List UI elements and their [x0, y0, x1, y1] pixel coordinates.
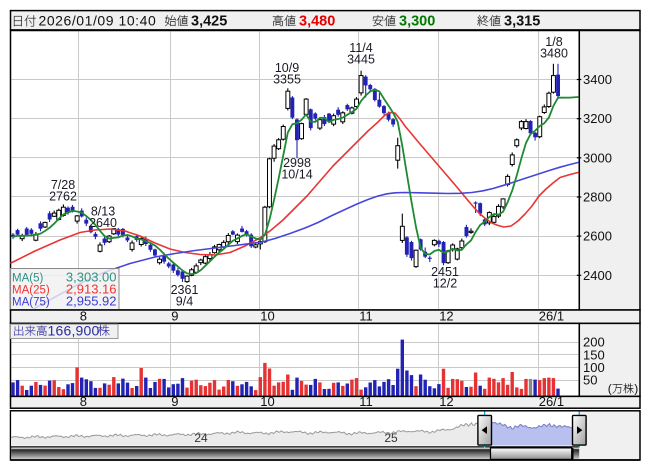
svg-text:200: 200	[583, 335, 605, 350]
svg-text:2,913.16: 2,913.16	[66, 282, 117, 297]
svg-text:26/1: 26/1	[539, 394, 564, 409]
svg-text:150: 150	[583, 347, 605, 362]
svg-text:3200: 3200	[583, 111, 612, 126]
svg-text:7/28: 7/28	[51, 178, 75, 192]
svg-text:166,900: 166,900	[48, 323, 100, 339]
svg-text:MA(75): MA(75)	[12, 297, 50, 309]
svg-text:2998: 2998	[283, 156, 311, 170]
svg-text:2451: 2451	[431, 265, 459, 279]
svg-text:100: 100	[583, 360, 605, 375]
svg-text:3445: 3445	[347, 53, 375, 67]
svg-text:3480: 3480	[540, 47, 568, 61]
svg-text:11/4: 11/4	[349, 41, 372, 55]
svg-text:3,480: 3,480	[299, 14, 335, 30]
svg-text:10/9: 10/9	[275, 61, 299, 75]
svg-text:11: 11	[359, 394, 373, 409]
svg-text:26/1: 26/1	[539, 309, 564, 324]
svg-text:2400: 2400	[583, 268, 612, 283]
svg-text:9/4: 9/4	[176, 295, 193, 309]
svg-text:24: 24	[194, 431, 208, 445]
svg-text:2762: 2762	[49, 190, 77, 204]
svg-text:2600: 2600	[583, 229, 612, 244]
svg-text:MA(25): MA(25)	[12, 285, 50, 297]
svg-text:3,315: 3,315	[504, 14, 540, 30]
svg-text:3400: 3400	[583, 72, 612, 87]
svg-text:2,955.92: 2,955.92	[66, 294, 117, 309]
svg-text:1/8: 1/8	[545, 35, 562, 49]
svg-text:3,300: 3,300	[399, 14, 435, 30]
svg-text:2026/01/09 10:40: 2026/01/09 10:40	[39, 13, 157, 29]
svg-text:50: 50	[583, 373, 597, 388]
svg-text:10: 10	[260, 309, 274, 324]
svg-text:9: 9	[171, 394, 178, 409]
svg-text:): )	[634, 382, 638, 396]
svg-text:3,425: 3,425	[191, 14, 227, 30]
svg-text:12: 12	[439, 394, 453, 409]
svg-text:9: 9	[171, 309, 178, 324]
svg-text:3000: 3000	[583, 150, 612, 165]
svg-text:10: 10	[260, 394, 274, 409]
svg-text:3355: 3355	[273, 73, 301, 87]
svg-text:2361: 2361	[171, 283, 199, 297]
svg-text:25: 25	[384, 431, 398, 445]
svg-text:MA(5): MA(5)	[12, 273, 43, 285]
svg-text:2800: 2800	[583, 190, 612, 205]
svg-text:3,303.00: 3,303.00	[66, 270, 117, 285]
svg-text:10/14: 10/14	[281, 168, 312, 182]
svg-text:(: (	[608, 382, 612, 396]
svg-text:2640: 2640	[89, 216, 117, 230]
svg-text:12: 12	[439, 309, 453, 324]
svg-text:8: 8	[80, 394, 87, 409]
svg-text:8: 8	[80, 309, 87, 324]
svg-text:11: 11	[359, 309, 373, 324]
svg-text:12/2: 12/2	[433, 277, 457, 291]
svg-text:8/13: 8/13	[91, 205, 115, 219]
